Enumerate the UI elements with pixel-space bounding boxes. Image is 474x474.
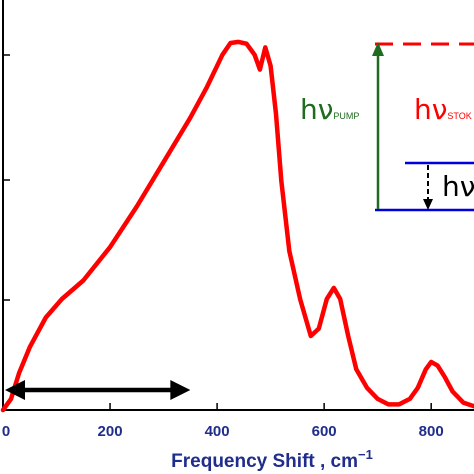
x-tick-label: 0 [2, 423, 10, 440]
phonon-arrow-head [423, 199, 433, 210]
x-axis-title: Frequency Shift , cm−1 [171, 447, 373, 472]
x-tick-label: 400 [205, 423, 230, 440]
x-tick-label: 800 [419, 423, 444, 440]
pump-hv: hν [300, 93, 333, 126]
pump-arrow-head [372, 42, 384, 56]
x-tick-labels: 0 200 400 600 800 [2, 423, 444, 440]
stokes-subscript: STOK [447, 111, 471, 121]
pump-subscript: PUMP [333, 111, 359, 121]
phonon-label: hν [442, 170, 474, 203]
range-arrow [5, 380, 191, 400]
stokes-hv: hν [414, 93, 447, 126]
energy-level-diagram: hνPUMP hνSTOK hν [300, 42, 474, 212]
phonon-hv: hν [442, 170, 474, 203]
x-axis-ticks [2, 403, 432, 410]
x-tick-label: 600 [312, 423, 337, 440]
spectrum-line [0, 39, 474, 413]
y-axis-ticks [3, 54, 10, 301]
axes: 0 200 400 600 800 [2, 0, 474, 440]
range-arrow-head-left [5, 380, 25, 400]
stokes-label: hνSTOK [414, 93, 472, 126]
x-axis-title-text: Frequency Shift , cm [171, 451, 358, 472]
x-axis-title-superscript: −1 [358, 447, 373, 462]
range-arrow-head-right [170, 380, 191, 400]
x-tick-label: 200 [98, 423, 123, 440]
pump-label: hνPUMP [300, 93, 359, 126]
